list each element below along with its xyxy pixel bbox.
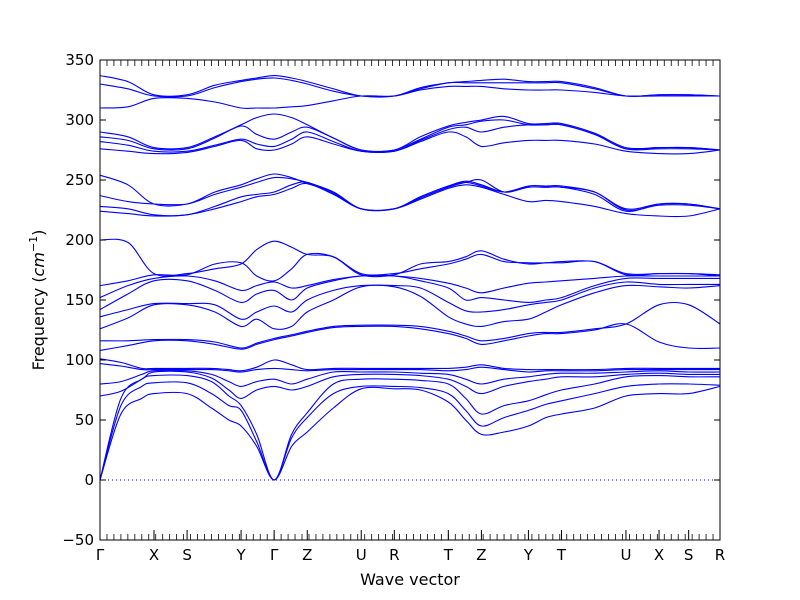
x-tick-label: S — [684, 546, 694, 564]
band-line-11 — [99, 281, 720, 320]
x-tick-label: Γ — [96, 546, 105, 564]
y-axis-label-exponent: −1 — [27, 236, 40, 252]
band-line-13 — [99, 275, 720, 299]
band-line-4 — [99, 370, 721, 399]
band-lines — [99, 75, 721, 481]
x-tick-label: X — [149, 546, 159, 564]
y-tick-label: 250 — [65, 171, 94, 189]
band-line-23 — [99, 113, 721, 153]
band-line-5 — [99, 369, 721, 387]
y-axis-label: Frequency (cm−1) — [27, 230, 48, 371]
x-tick-label: Y — [523, 546, 534, 564]
band-line-19 — [99, 173, 721, 212]
band-line-12 — [99, 274, 720, 311]
band-line-1 — [99, 385, 721, 481]
y-axis-ticks: −50 0 50 100 150 200 250 300 350 — [62, 51, 720, 549]
band-line-6 — [99, 363, 720, 373]
band-line-7 — [99, 358, 720, 372]
y-tick-label: −50 — [62, 531, 94, 549]
band-line-14 — [99, 250, 721, 287]
band-line-8 — [99, 323, 721, 351]
y-tick-label: 150 — [65, 291, 94, 309]
x-tick-label: S — [182, 546, 192, 564]
y-tick-label: 100 — [65, 351, 94, 369]
x-tick-label: R — [715, 546, 725, 564]
band-line-2 — [99, 381, 721, 481]
band-line-17 — [99, 178, 721, 217]
plot-frame — [99, 59, 721, 541]
y-tick-label: 200 — [65, 231, 94, 249]
y-axis-label-suffix: ) — [29, 230, 48, 236]
y-tick-label: 350 — [65, 51, 94, 69]
band-line-25 — [99, 77, 721, 98]
band-line-22 — [99, 119, 721, 152]
x-tick-label: R — [389, 546, 399, 564]
band-line-24 — [99, 85, 720, 109]
y-tick-label: 300 — [65, 111, 94, 129]
x-tick-label: Y — [235, 546, 246, 564]
x-tick-label: T — [443, 546, 454, 564]
band-line-3 — [99, 374, 721, 481]
x-tick-label: T — [556, 546, 567, 564]
band-line-26 — [99, 75, 721, 98]
y-tick-label: 0 — [84, 471, 94, 489]
band-line-10 — [99, 284, 721, 330]
x-tick-label: U — [356, 546, 367, 564]
band-line-18 — [99, 176, 721, 212]
y-tick-label: 50 — [75, 411, 94, 429]
x-tick-label: Γ — [270, 546, 279, 564]
x-tick-label: U — [620, 546, 631, 564]
band-line-9 — [99, 301, 721, 349]
y-axis-label-prefix: Frequency ( — [29, 276, 48, 370]
x-tick-label: X — [654, 546, 664, 564]
y-axis-label-unit: cm — [29, 252, 48, 276]
x-axis-label: Wave vector — [360, 570, 460, 589]
x-tick-label: Z — [476, 546, 486, 564]
band-line-16 — [99, 182, 721, 218]
band-line-15 — [99, 238, 721, 277]
x-tick-label: Z — [302, 546, 312, 564]
